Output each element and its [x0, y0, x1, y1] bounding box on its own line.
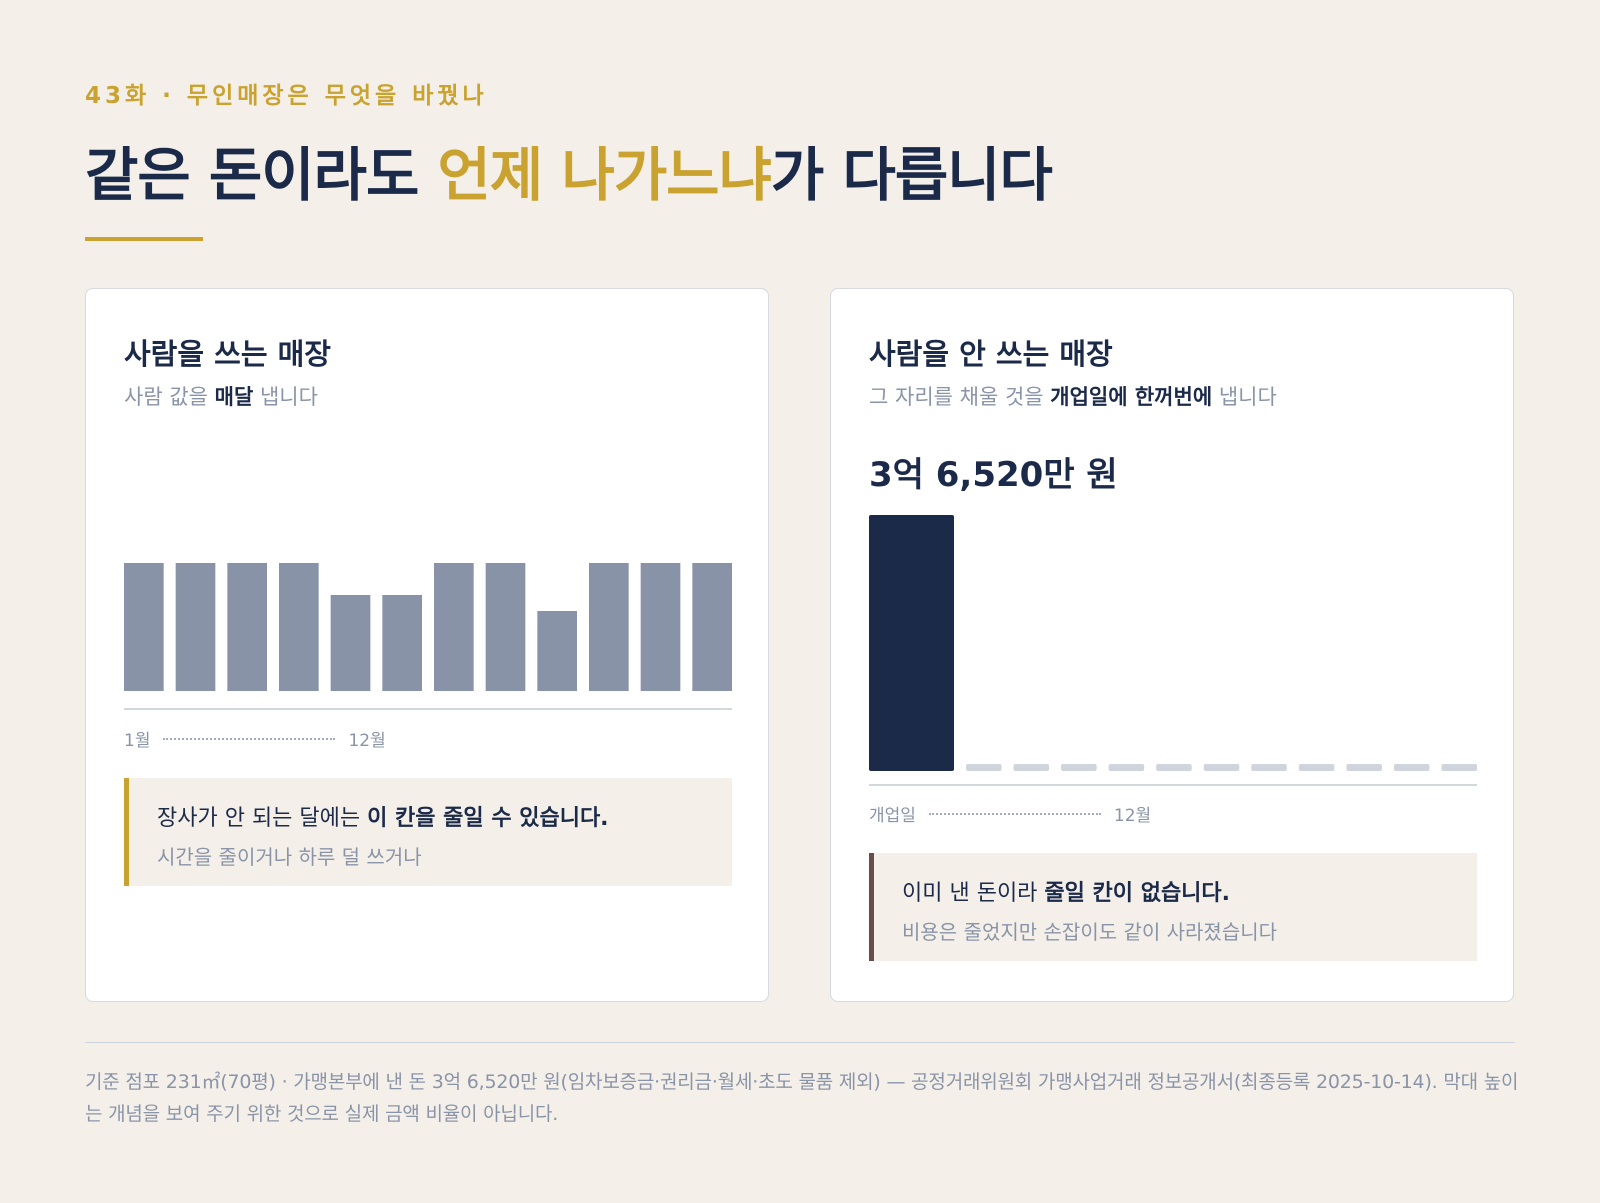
x-axis-labels: 개업일 12월: [869, 801, 1151, 826]
left-callout: 장사가 안 되는 달에는 이 칸을 줄일 수 있습니다. 시간을 줄이거나 하루…: [124, 778, 732, 886]
episode-kicker: 43화 · 무인매장은 무엇을 바꿨나: [85, 83, 488, 109]
callout-bold: 이 칸을 줄일 수 있습니다.: [367, 806, 609, 831]
callout-sub: 비용은 줄었지만 손잡이도 같이 사라졌습니다: [902, 920, 1278, 944]
source-footnote: 기준 점포 231㎡(70평) · 가맹본부에 낸 돈 3억 6,520만 원(…: [85, 1071, 1519, 1125]
callout-bold: 줄일 칸이 없습니다.: [1044, 881, 1231, 906]
axis-end-label: 12월: [348, 731, 386, 751]
bar-11월: [1441, 764, 1477, 771]
subtitle-bold: 개업일에 한꺼번에: [1050, 385, 1213, 409]
subtitle-bold: 매달: [214, 385, 254, 409]
bar-4월: [1108, 764, 1145, 771]
bar-1월: [966, 764, 1002, 771]
upfront-cost-chart: [869, 515, 1477, 786]
bar-8월: [485, 563, 526, 691]
axis-dotted-line: [928, 812, 1101, 815]
title-underline: [85, 237, 203, 241]
x-axis-labels: 1월 12월: [124, 726, 386, 751]
card-subtitle: 그 자리를 채울 것을 개업일에 한꺼번에 냅니다: [869, 381, 1277, 411]
axis-start-label: 1월: [124, 731, 151, 751]
monthly-cost-chart: [124, 563, 732, 710]
headline-part2: 가 다릅니다: [770, 141, 1053, 209]
upfront-amount: 3억 6,520만 원: [869, 455, 1118, 495]
bar-6월: [1203, 764, 1240, 771]
bar-3월: [227, 563, 267, 691]
unstaffed-store-card: 사람을 안 쓰는 매장 그 자리를 채울 것을 개업일에 한꺼번에 냅니다 3억…: [830, 288, 1514, 1002]
subtitle-pre: 그 자리를 채울 것을: [869, 385, 1051, 409]
bar-2월: [1013, 764, 1050, 771]
axis-end-label: 12월: [1113, 806, 1152, 826]
callout-main: 이미 낸 돈이라 줄일 칸이 없습니다.: [902, 875, 1477, 907]
headline-highlight: 언제 나가느냐: [437, 141, 772, 209]
bar-7월: [1251, 764, 1287, 771]
bar-9월: [537, 611, 577, 691]
subtitle-post: 냅니다: [253, 385, 318, 409]
bar-6월: [382, 595, 422, 691]
axis-dotted-line: [163, 737, 336, 740]
bar-11월: [640, 563, 681, 691]
card-subtitle: 사람 값을 매달 냅니다: [124, 381, 318, 411]
axis-start-label: 개업일: [869, 806, 916, 826]
bar-5월: [1156, 764, 1192, 771]
callout-pre: 이미 낸 돈이라: [902, 881, 1045, 906]
subtitle-pre: 사람 값을: [124, 385, 215, 409]
bar-10월: [589, 563, 629, 691]
footnote-divider: [85, 1042, 1515, 1043]
bar-3월: [1061, 764, 1097, 771]
bar-개업일: [869, 515, 954, 771]
bar-9월: [1346, 764, 1382, 771]
card-title: 사람을 안 쓰는 매장: [869, 337, 1113, 371]
headline: 같은 돈이라도 언제 나가느냐가 다릅니다: [85, 128, 1053, 212]
callout-pre: 장사가 안 되는 달에는: [157, 806, 368, 831]
subtitle-post: 냅니다: [1212, 385, 1277, 409]
bar-7월: [434, 563, 474, 691]
callout-main: 장사가 안 되는 달에는 이 칸을 줄일 수 있습니다.: [157, 800, 732, 832]
bar-4월: [279, 563, 319, 691]
card-title: 사람을 쓰는 매장: [124, 337, 331, 371]
bar-2월: [175, 563, 216, 691]
bar-8월: [1298, 764, 1335, 771]
callout-sub: 시간을 줄이거나 하루 덜 쓰거나: [157, 845, 422, 869]
headline-part1: 같은 돈이라도: [85, 141, 438, 209]
staffed-store-card: 사람을 쓰는 매장 사람 값을 매달 냅니다 1월 12월 장사가 안 되는 달…: [85, 288, 769, 1002]
bar-5월: [330, 595, 371, 691]
bar-1월: [124, 563, 164, 691]
bar-10월: [1393, 764, 1430, 771]
right-callout: 이미 낸 돈이라 줄일 칸이 없습니다. 비용은 줄었지만 손잡이도 같이 사라…: [869, 853, 1477, 961]
bar-12월: [692, 563, 732, 691]
